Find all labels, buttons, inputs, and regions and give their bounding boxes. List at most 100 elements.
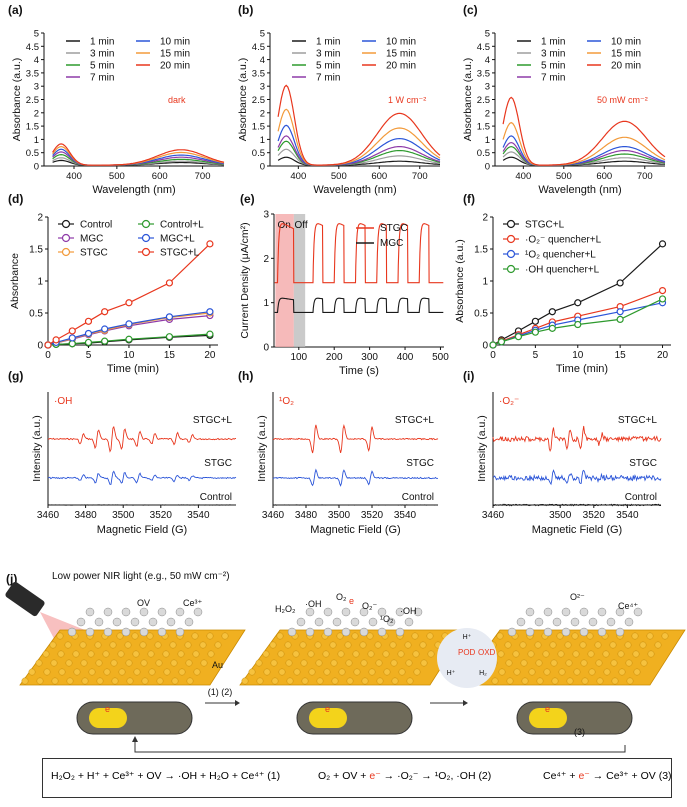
- gold-atom: [184, 641, 192, 649]
- gold-atom: [185, 659, 193, 667]
- series-label: Control: [200, 492, 232, 503]
- ceria-atom: [525, 607, 535, 617]
- data-point: [165, 333, 174, 341]
- gold-atom: [586, 632, 594, 640]
- y-tick-label: 2: [485, 108, 490, 119]
- gold-atom: [207, 650, 215, 658]
- x-axis-label: Wavelength (nm): [92, 184, 175, 196]
- gold-atom: [255, 659, 263, 667]
- gold-atom: [96, 677, 104, 685]
- ceria-atom: [305, 607, 315, 617]
- gold-atom: [125, 659, 133, 667]
- data-point: [531, 328, 539, 336]
- legend-label: ·O₂⁻ quencher+L: [525, 235, 602, 246]
- hydroxyl-label: ·OH: [305, 599, 322, 609]
- equation-2-electron: e⁻: [369, 770, 381, 782]
- x-tick-label: 500: [331, 171, 347, 182]
- gold-atom: [102, 650, 110, 658]
- legend-label: 7 min: [541, 73, 565, 84]
- legend-label: 5 min: [316, 61, 340, 72]
- gold-atom: [389, 641, 397, 649]
- legend-label: Control+L: [160, 220, 204, 231]
- y-tick-label: 0.5: [26, 148, 39, 159]
- legend-marker: [141, 233, 151, 243]
- gold-atom: [374, 641, 382, 649]
- gold-atom: [116, 632, 124, 640]
- ceria-atom: [633, 607, 643, 617]
- ceria-atom: [552, 617, 562, 627]
- epr-spectrum: [492, 425, 662, 452]
- gold-atom: [353, 668, 361, 676]
- epr-spectrum: [47, 425, 237, 453]
- spectrum-line: [277, 84, 441, 166]
- x-tick-label: 500: [556, 171, 572, 182]
- ceria-atom: [624, 617, 634, 627]
- gold-atom: [528, 668, 536, 676]
- y-tick-label: 4: [34, 55, 39, 66]
- legend-label: 20 min: [386, 61, 416, 72]
- data-point: [125, 299, 133, 307]
- y-tick-label: 1.5: [474, 245, 488, 256]
- gold-atom: [301, 677, 309, 685]
- data-point: [574, 299, 582, 307]
- ceria-atom: [588, 617, 598, 627]
- data-point: [165, 279, 174, 287]
- ceria-atom: [350, 617, 360, 627]
- on-label: On: [278, 220, 291, 231]
- ceria-atom: [377, 627, 387, 637]
- spectrum-line: [502, 135, 666, 166]
- legend-label: STGC: [80, 248, 108, 259]
- data-point: [165, 313, 174, 321]
- pod-label: POD: [458, 648, 476, 657]
- arrow-1-head: [235, 700, 240, 706]
- ceria-atom: [579, 627, 589, 637]
- legend-label: Control: [80, 220, 112, 231]
- ceria-atom: [543, 607, 553, 617]
- ceria-atom: [85, 627, 95, 637]
- gold-atom: [331, 677, 339, 685]
- y-tick-label: 0.5: [29, 309, 43, 320]
- ceria-atom: [386, 617, 396, 627]
- x-tick-label: 0: [490, 350, 496, 361]
- gold-atom: [155, 659, 163, 667]
- legend-label: 5 min: [541, 61, 565, 72]
- gold-atom: [602, 650, 610, 658]
- gold-atom: [206, 632, 214, 640]
- ceria-atom: [287, 627, 297, 637]
- series-label: STGC+L: [618, 415, 658, 426]
- ceria-atom: [305, 627, 315, 637]
- equation-2: O₂ + OV + e⁻ → ·O₂⁻ → ¹O₂, ·OH (2): [318, 770, 491, 782]
- data-point: [84, 338, 93, 347]
- gold-atom: [269, 641, 277, 649]
- panel-e: 100 200 300 400 500 0 1 2 3 Time (s) Current Densi…: [239, 192, 449, 377]
- x-tick-label: 3480: [74, 510, 97, 521]
- spectrum-line: [52, 143, 225, 166]
- data-point: [125, 335, 133, 343]
- gold-atom: [506, 677, 514, 685]
- data-point: [68, 334, 76, 342]
- data-point: [531, 317, 539, 325]
- gold-atom: [28, 668, 36, 676]
- y-tick-label: 3.5: [477, 68, 490, 79]
- ceria-atom: [341, 607, 351, 617]
- gold-atom: [504, 641, 512, 649]
- gold-atom: [200, 659, 208, 667]
- spectrum-line: [502, 96, 666, 166]
- gold-atom: [163, 668, 171, 676]
- species-label: ¹O₂: [279, 396, 294, 407]
- photocurrent-line: [274, 297, 444, 313]
- x-tick-label: 500: [109, 171, 125, 182]
- x-axis-label: Time (min): [556, 363, 608, 375]
- x-tick-label: 3500: [112, 510, 135, 521]
- ceria-atom: [139, 607, 149, 617]
- spectrum-line: [277, 108, 441, 166]
- gold-atom: [368, 668, 376, 676]
- y-tick-label: 1: [263, 298, 269, 309]
- legend-label: MGC+L: [160, 234, 195, 245]
- y-axis-label: Absorbance (a.u.): [11, 58, 23, 141]
- gold-atom: [141, 677, 149, 685]
- ceria-atom: [323, 607, 333, 617]
- gold-atom: [557, 650, 565, 658]
- x-tick-label: 10: [123, 350, 135, 361]
- ov-label: OV: [137, 598, 150, 608]
